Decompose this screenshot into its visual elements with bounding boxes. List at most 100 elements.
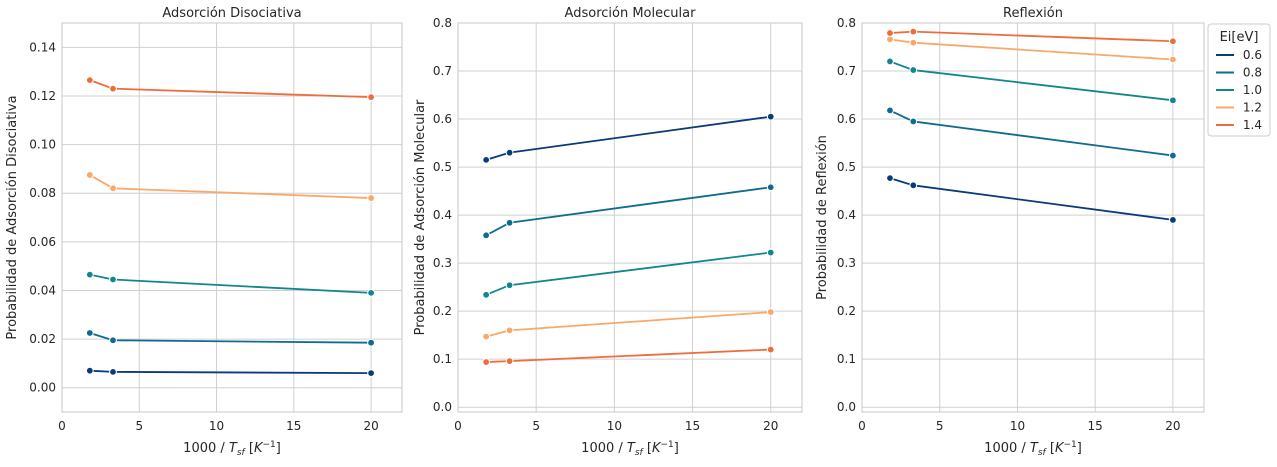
y-axis-label: Probabilidad de Adsorción Disociativa xyxy=(5,95,20,339)
data-point xyxy=(505,148,514,157)
y-tick-label: 0.1 xyxy=(837,352,856,366)
data-point xyxy=(886,106,894,115)
series-line-0.8 xyxy=(889,109,1174,157)
data-point xyxy=(482,231,491,240)
x-axis-label: 1000 / Tsf [K−1] xyxy=(984,440,1082,458)
y-tick-label: 0.2 xyxy=(433,304,452,318)
y-tick-label: 0.3 xyxy=(433,256,452,270)
data-point xyxy=(766,112,775,121)
data-point xyxy=(85,171,94,179)
data-point xyxy=(766,308,775,317)
data-point xyxy=(85,76,94,85)
data-point xyxy=(109,84,117,93)
data-point xyxy=(367,338,375,347)
y-tick-label: 0.04 xyxy=(29,283,56,297)
data-point xyxy=(109,336,117,345)
y-tick-label: 0.1 xyxy=(433,352,452,366)
y-tick-label: 0.10 xyxy=(29,138,56,152)
chart-title: Adsorción Molecular xyxy=(565,6,697,21)
legend-entry: 0.8 xyxy=(1243,66,1262,80)
y-tick-label: 0.5 xyxy=(433,160,452,174)
y-tick-label: 0.12 xyxy=(29,89,56,103)
data-point xyxy=(367,194,375,202)
y-tick-label: 0.2 xyxy=(837,304,856,318)
chart-title: Adsorción Disociativa xyxy=(162,6,301,21)
y-tick-label: 0.7 xyxy=(433,64,452,78)
data-point xyxy=(505,218,514,227)
data-point xyxy=(367,93,375,102)
data-point xyxy=(909,117,918,126)
data-point xyxy=(766,345,775,354)
data-point xyxy=(482,332,491,341)
series-line-1.2 xyxy=(89,174,372,199)
data-point xyxy=(482,290,491,299)
data-point xyxy=(1169,37,1177,46)
x-tick-label: 5 xyxy=(936,419,944,433)
x-tick-label: 0 xyxy=(58,419,66,433)
data-point xyxy=(482,155,491,164)
series-line-0.8 xyxy=(485,186,771,237)
plot-frame xyxy=(61,22,403,413)
data-point xyxy=(886,57,894,66)
legend-entry: 1.0 xyxy=(1243,83,1262,97)
x-axis-label: 1000 / Tsf [K−1] xyxy=(183,440,281,458)
data-point xyxy=(505,326,514,335)
series-line-1.2 xyxy=(485,311,771,338)
data-point xyxy=(109,367,117,376)
x-tick-label: 15 xyxy=(685,419,700,433)
y-tick-label: 0.4 xyxy=(433,208,452,222)
x-tick-label: 0 xyxy=(454,419,462,433)
x-tick-label: 20 xyxy=(1165,419,1180,433)
data-point xyxy=(367,288,375,297)
data-point xyxy=(505,281,514,290)
legend-entry: 1.4 xyxy=(1243,118,1262,132)
series-line-0.6 xyxy=(485,115,771,161)
data-point xyxy=(909,27,918,36)
y-axis-label: Probabilidad de Adsorción Molecular xyxy=(413,99,428,335)
y-tick-label: 0.4 xyxy=(837,208,856,222)
data-point xyxy=(1169,55,1177,64)
legend: Ei[eV] 0.6 0.8 1.0 1.2 1.4 xyxy=(1207,23,1271,137)
x-axis-label: 1000 / Tsf [K−1] xyxy=(581,440,679,458)
y-tick-label: 0.6 xyxy=(433,112,452,126)
y-tick-label: 0.14 xyxy=(29,40,56,54)
x-tick-label: 10 xyxy=(1010,419,1025,433)
x-tick-label: 15 xyxy=(286,419,301,433)
data-point xyxy=(482,358,491,366)
data-point xyxy=(367,369,375,378)
chart-panel-2: 0.0 0.1 0.2 0.3 0.4 0.5 0.6 0.7 0.8 0 5 10 15 20 Adsor… xyxy=(413,6,803,458)
chart-panel-1: 0.00 0.02 0.04 0.06 0.08 0.10 0.12 0.14 0 5 10 15 20… xyxy=(5,6,403,458)
x-tick-label: 0 xyxy=(858,419,866,433)
data-point xyxy=(909,66,918,74)
series-line-0.6 xyxy=(89,369,372,374)
legend-entry: 0.6 xyxy=(1243,48,1262,62)
x-tick-label: 20 xyxy=(363,419,378,433)
legend-title: Ei[eV] xyxy=(1220,30,1259,45)
data-point xyxy=(109,184,117,193)
chart-panel-3: 0.0 0.1 0.2 0.3 0.4 0.5 0.6 0.7 0.8 0 5 10 15 20 Refle… xyxy=(815,6,1205,458)
y-tick-label: 0.7 xyxy=(837,64,856,78)
data-point xyxy=(886,29,894,37)
data-point xyxy=(1169,216,1177,224)
series-line-0.6 xyxy=(889,177,1174,221)
x-tick-label: 5 xyxy=(532,419,540,433)
data-point xyxy=(85,329,94,337)
data-point xyxy=(505,357,514,365)
y-tick-label: 0.6 xyxy=(837,112,856,126)
plot-frame xyxy=(861,22,1205,413)
series-line-1.2 xyxy=(889,38,1173,61)
y-tick-label: 0.0 xyxy=(837,400,856,414)
y-tick-label: 0.0 xyxy=(433,400,452,414)
y-tick-label: 0.02 xyxy=(29,332,56,346)
series-line-0.8 xyxy=(89,332,372,344)
x-tick-label: 5 xyxy=(135,419,143,433)
data-point xyxy=(1169,96,1177,105)
y-tick-label: 0.08 xyxy=(29,186,56,200)
y-tick-label: 0.06 xyxy=(29,235,56,249)
data-point xyxy=(909,181,918,190)
x-tick-label: 10 xyxy=(607,419,622,433)
x-tick-label: 10 xyxy=(209,419,224,433)
series-line-1.4 xyxy=(89,79,372,99)
x-tick-label: 20 xyxy=(763,419,778,433)
